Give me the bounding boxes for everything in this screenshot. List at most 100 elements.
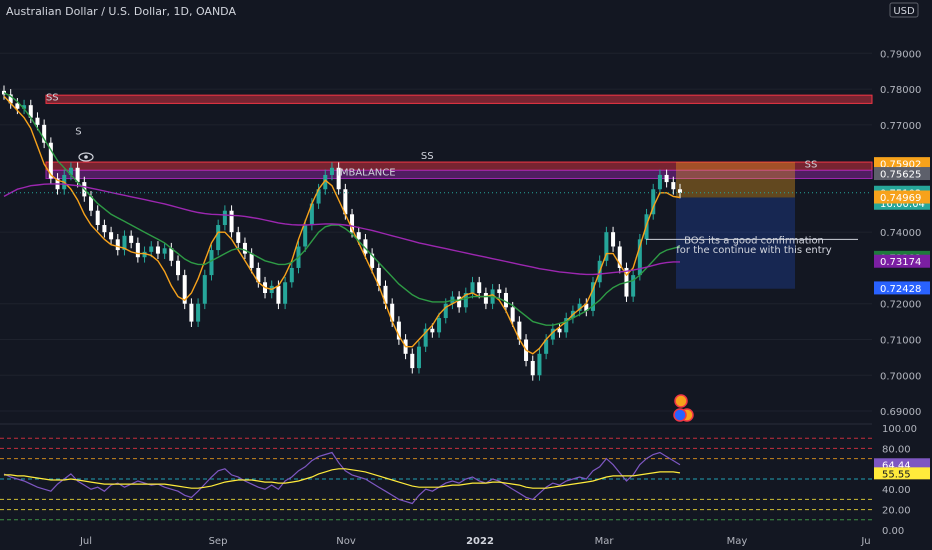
candle-body: [577, 303, 582, 311]
candle-body: [283, 282, 288, 304]
time-tick-label: Nov: [336, 536, 356, 547]
candle: [189, 298, 194, 327]
eye-icon: [78, 152, 94, 162]
currency-box[interactable]: [889, 2, 919, 18]
candle-body: [657, 174, 662, 190]
rsi-label-text: 64.44: [882, 460, 911, 471]
price-label-text: 0.75902: [880, 160, 921, 171]
price-label-text: 0.74969: [880, 193, 921, 204]
candle-body: [135, 242, 140, 258]
candle: [236, 226, 241, 249]
candle-body: [430, 328, 435, 333]
position-target: [676, 162, 795, 198]
chart-title: Australian Dollar / U.S. Dollar, 1D, OAN…: [6, 5, 236, 18]
moving-average-line: [3, 92, 681, 326]
candle: [577, 298, 582, 317]
candle: [222, 205, 227, 231]
candle: [316, 183, 321, 209]
event-flag: [673, 408, 687, 422]
currency-label[interactable]: USD: [893, 6, 915, 17]
candle: [289, 262, 294, 288]
candle-body: [242, 242, 247, 254]
candle-body: [611, 232, 616, 247]
candle-body: [390, 303, 395, 322]
candle: [283, 276, 288, 310]
candle: [75, 162, 80, 188]
candle-body: [477, 282, 482, 293]
candle-body: [329, 167, 334, 175]
candle-body: [149, 246, 154, 252]
rsi-tick-label: 80.00: [882, 444, 911, 455]
candle-body: [383, 285, 388, 304]
candle: [631, 269, 636, 302]
candle: [370, 248, 375, 274]
rsi-line: [3, 451, 681, 505]
annotation-label: SS: [46, 92, 59, 103]
rsi-label-box: [874, 467, 930, 480]
time-tick-label: Mar: [595, 536, 615, 547]
zone-rect: [45, 169, 873, 180]
candle-body: [677, 189, 683, 193]
candle: [1, 85, 7, 100]
candle-body: [363, 239, 368, 254]
candle-body: [423, 328, 428, 347]
rsi-pane: [0, 423, 872, 521]
candle: [463, 287, 468, 313]
candle-body: [209, 250, 214, 276]
candle: [209, 244, 214, 281]
candle: [249, 248, 254, 274]
candle-body: [604, 232, 609, 261]
annotation-label: SS: [421, 151, 434, 162]
candle-body: [503, 292, 508, 308]
candle: [149, 241, 154, 258]
candle: [604, 226, 609, 267]
candle: [557, 323, 562, 338]
candle: [115, 233, 120, 256]
candles: [1, 85, 683, 381]
candle-body: [276, 285, 281, 304]
candle: [68, 162, 73, 181]
candle-body: [89, 196, 94, 211]
candle: [242, 237, 247, 260]
candle: [256, 262, 261, 288]
candle: [550, 323, 555, 345]
candle-body: [336, 167, 341, 190]
candle: [176, 255, 181, 281]
candle-body: [323, 174, 328, 190]
annotation-label: SS: [805, 159, 818, 170]
candle-body: [129, 235, 134, 243]
price-label-box: [874, 167, 930, 181]
candle: [135, 237, 140, 263]
candle-body: [370, 253, 375, 268]
candle-body: [443, 303, 448, 319]
candle-body: [544, 339, 549, 354]
candle: [48, 137, 53, 184]
time-tick-label: May: [727, 536, 748, 547]
candle: [182, 269, 187, 310]
candle: [196, 298, 201, 327]
candle-body: [671, 182, 676, 190]
time-tick-label: Sep: [209, 536, 228, 547]
candle-body: [350, 214, 355, 233]
event-flag: [674, 394, 688, 408]
candle-body: [35, 117, 40, 125]
candle-body: [216, 225, 221, 251]
candle-body: [28, 105, 33, 118]
candle-body: [410, 353, 415, 369]
candle-body: [142, 251, 147, 258]
candle: [477, 276, 482, 299]
moving-averages: [0, 92, 872, 355]
candle: [329, 162, 334, 181]
candle: [410, 348, 415, 374]
candle-body: [564, 318, 569, 333]
candle-body: [115, 239, 120, 251]
candle-body: [289, 267, 294, 283]
candle-body: [249, 253, 254, 268]
candle-body: [651, 189, 656, 215]
candle: [89, 191, 94, 217]
candle: [363, 233, 368, 260]
time-tick-label: 2022: [466, 536, 494, 547]
candle-body: [457, 296, 462, 308]
